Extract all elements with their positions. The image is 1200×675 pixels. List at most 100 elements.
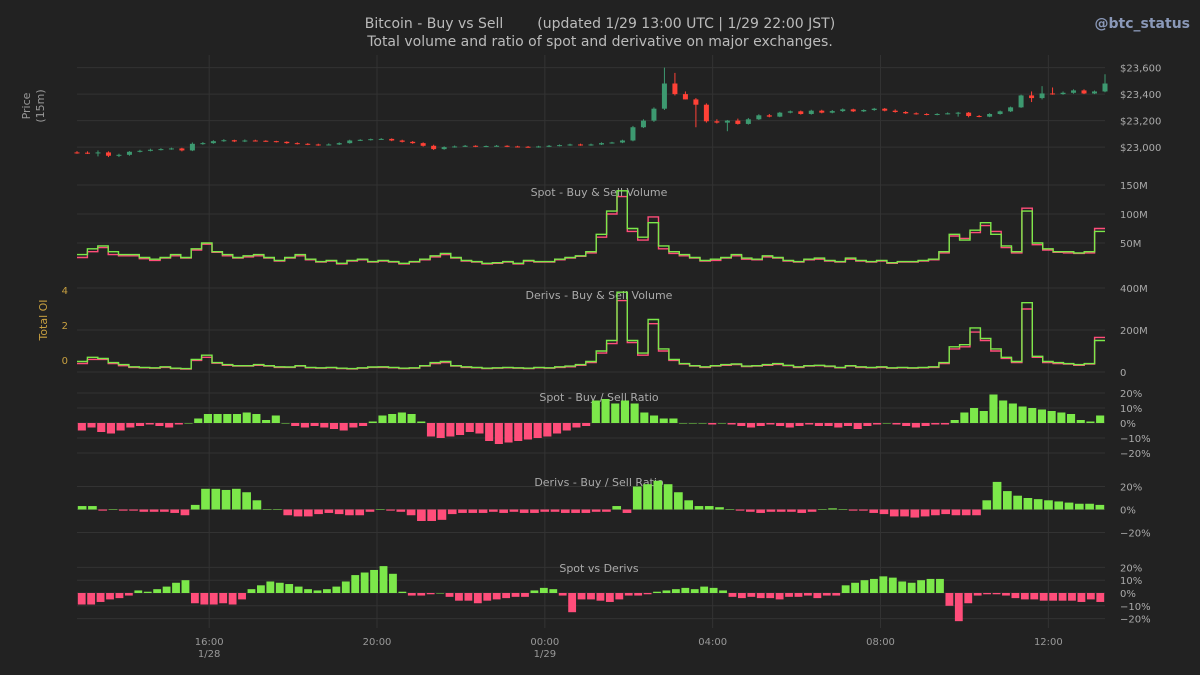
sell-ratio-bar [365, 509, 375, 512]
buy-ratio-bar [407, 414, 416, 423]
buy-ratio-bar [681, 587, 690, 593]
buy-ratio-bar [671, 589, 680, 593]
candle-body [420, 143, 426, 146]
buy-ratio-bar [368, 421, 377, 423]
x-tick-date: 1/28 [198, 649, 220, 660]
sell-ratio-bar [910, 509, 920, 518]
sell-ratio-bar [118, 509, 128, 511]
x-tick-label: 04:00 [698, 637, 727, 648]
y-tick-label: $23,000 [1120, 143, 1161, 154]
sell-ratio-bar [766, 423, 775, 425]
sell-ratio-bar [804, 593, 812, 596]
sell-ratio-bar [475, 423, 484, 434]
candle-body [84, 152, 90, 154]
buy-ratio-bar [1095, 504, 1105, 510]
sell-ratio-bar [920, 509, 930, 517]
sell-ratio-bar [1002, 593, 1010, 596]
sell-ratio-bar [605, 593, 614, 602]
sell-ratio-bar [386, 509, 395, 511]
buy-ratio-bar [213, 414, 222, 423]
buy-ratio-bar [688, 423, 697, 424]
buy-ratio-bar [378, 415, 387, 423]
candle-body [661, 83, 667, 109]
sell-ratio-bar [737, 423, 746, 426]
candle-body [168, 148, 174, 150]
sell-ratio-bar [310, 423, 319, 426]
y-tick-label: −20% [1120, 529, 1151, 540]
sell-ratio-bar [478, 509, 488, 513]
sell-ratio-bar [892, 423, 901, 425]
sell-ratio-bar [98, 509, 108, 511]
sell-ratio-bar [794, 593, 803, 597]
candle-body [703, 104, 709, 122]
buy-ratio-bar [926, 578, 935, 593]
candle-body [368, 139, 374, 141]
chart-subtitle: Total volume and ratio of spot and deriv… [367, 34, 833, 50]
sell-ratio-bar [558, 593, 567, 596]
candle-body [116, 154, 122, 156]
buy-ratio-bar [273, 509, 282, 510]
sell-ratio-bar [170, 509, 179, 513]
y-tick-label: 0% [1120, 419, 1136, 430]
sell-ratio-bar [766, 593, 775, 599]
price-axis-unit: (15m) [34, 89, 47, 122]
sell-ratio-bar [468, 509, 478, 513]
buy-ratio-bar [1037, 409, 1047, 423]
sell-ratio-bar [97, 423, 106, 432]
sell-ratio-bar [577, 593, 586, 600]
sell-ratio-bar [180, 509, 190, 516]
sell-ratio-bar [106, 593, 114, 600]
buy-ratio-bar [674, 492, 683, 510]
sell-ratio-bar [355, 509, 365, 516]
buy-ratio-bar [242, 492, 251, 510]
candle-body [619, 140, 625, 143]
sell-ratio-bar [165, 423, 174, 428]
candle-body [672, 83, 678, 95]
candle-body [882, 108, 888, 111]
candle-body [221, 140, 227, 142]
candle-body [735, 120, 741, 124]
sell-ratio-bar [945, 593, 954, 606]
sell-ratio-bar [483, 593, 492, 601]
candle-body [452, 146, 458, 148]
sell-ratio-bar [124, 593, 133, 596]
sell-ratio-bar [540, 509, 550, 512]
sell-ratio-bar [407, 593, 416, 596]
candle-body [745, 119, 751, 124]
buy-ratio-bar [979, 411, 988, 423]
sell-ratio-bar [87, 593, 96, 605]
buy-ratio-bar [1064, 502, 1074, 510]
sell-ratio-bar [596, 593, 605, 601]
sell-ratio-bar [303, 509, 313, 517]
buy-ratio-bar [698, 423, 707, 424]
buy-ratio-bar [370, 569, 378, 593]
sell-ratio-bar [964, 593, 973, 604]
sell-ratio-bar [1096, 593, 1105, 602]
sell-ratio-bar [624, 593, 633, 596]
twitter-handle[interactable]: @btc_status [1094, 16, 1190, 32]
candle-body [651, 108, 657, 121]
buy-ratio-bar [539, 587, 548, 593]
sell-ratio-bar [334, 509, 344, 515]
buy-ratio-bar [960, 412, 969, 423]
sell-ratio-bar [502, 593, 511, 599]
sell-ratio-bar [473, 593, 482, 604]
candle-body [892, 110, 898, 112]
candle-body [525, 146, 531, 148]
sell-ratio-bar [1068, 593, 1076, 601]
sell-ratio-bar [359, 423, 368, 426]
sell-ratio-bar [514, 423, 523, 441]
oi-axis-label: Total OI [37, 299, 50, 341]
buy-ratio-bar [143, 591, 152, 593]
sell-ratio-bar [293, 509, 303, 517]
panel-title: Derivs - Buy / Sell Ratio [534, 476, 664, 489]
sell-ratio-bar [785, 593, 793, 597]
candle-body [578, 144, 584, 146]
buy-ratio-bar [620, 400, 629, 423]
sell-ratio-bar [832, 593, 841, 596]
candle-body [640, 120, 646, 128]
candle-body [347, 140, 353, 144]
buy-ratio-bar [879, 576, 888, 593]
candle-body [252, 140, 258, 142]
buy-ratio-bar [281, 423, 290, 424]
